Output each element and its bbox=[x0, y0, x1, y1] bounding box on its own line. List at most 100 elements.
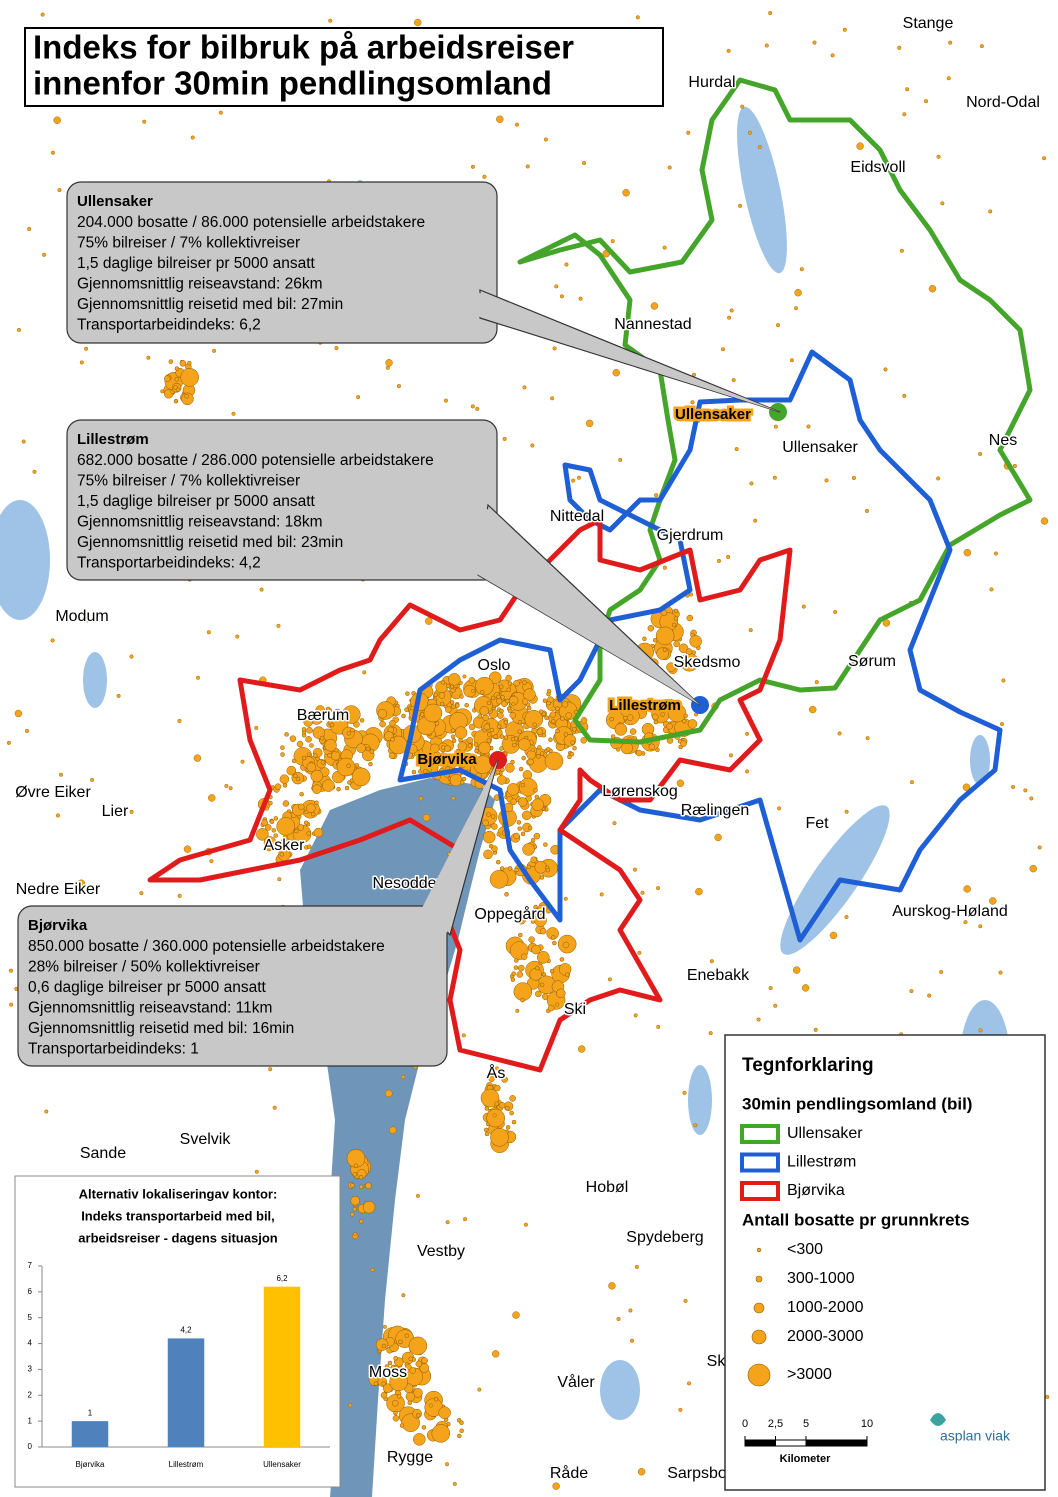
settlement-dot bbox=[536, 754, 541, 759]
settlement-dot bbox=[512, 1311, 520, 1319]
settlement-dot bbox=[470, 404, 475, 409]
settlement-dot bbox=[401, 1074, 406, 1079]
settlement-dot bbox=[534, 914, 547, 927]
settlement-dot bbox=[731, 409, 739, 417]
place-name: Eidsvoll bbox=[850, 159, 905, 176]
settlement-dot bbox=[662, 245, 667, 250]
legend-label: >3000 bbox=[787, 1366, 832, 1383]
title-frame bbox=[24, 27, 664, 107]
settlement-dot bbox=[721, 347, 726, 352]
locations: Ullensaker Lillestrøm Bjørvika bbox=[415, 403, 787, 770]
settlement-dot bbox=[528, 936, 535, 943]
settlement-dot bbox=[467, 743, 473, 748]
place-name: Nittedal bbox=[550, 508, 604, 525]
settlement-dot bbox=[313, 753, 318, 758]
settlement-dot bbox=[1029, 864, 1037, 873]
settlement-dot bbox=[612, 369, 620, 377]
settlement-dot bbox=[688, 592, 693, 597]
legend-size-symbol bbox=[753, 1302, 765, 1314]
settlement-dot bbox=[753, 518, 758, 523]
settlement-dot bbox=[1001, 678, 1006, 683]
settlement-dot bbox=[745, 731, 750, 736]
settlement-dot bbox=[434, 721, 440, 726]
legend-heading: 30min pendlingsomland (bil) bbox=[742, 1094, 972, 1113]
settlement-dot bbox=[709, 959, 714, 964]
settlement-dot bbox=[585, 419, 594, 428]
settlement-dot bbox=[79, 360, 84, 365]
place-name: Enebakk bbox=[687, 967, 750, 984]
settlement-dot bbox=[490, 1128, 509, 1147]
settlement-dot bbox=[499, 708, 504, 714]
settlement-dot bbox=[298, 844, 304, 849]
value-label: 1 bbox=[88, 1408, 93, 1417]
place-name: Stange bbox=[903, 15, 954, 32]
settlement-dot bbox=[450, 734, 456, 739]
settlement-dot bbox=[414, 18, 422, 27]
settlement-dot bbox=[572, 727, 577, 732]
settlement-dot bbox=[183, 845, 192, 853]
settlement-dot bbox=[461, 1033, 466, 1038]
settlement-dot bbox=[537, 951, 550, 964]
settlement-dot bbox=[527, 825, 533, 831]
settlement-dot bbox=[530, 443, 535, 448]
settlement-dot bbox=[680, 740, 687, 747]
place-name: Sørum bbox=[848, 653, 896, 670]
settlement-dot bbox=[549, 711, 557, 718]
settlement-dot bbox=[495, 769, 501, 775]
settlement-dot bbox=[488, 1075, 495, 1082]
settlement-dot bbox=[421, 1425, 427, 1430]
settlement-dot bbox=[358, 1219, 364, 1224]
settlement-dot bbox=[629, 728, 637, 735]
settlement-dot bbox=[439, 701, 445, 707]
settlement-dot bbox=[498, 1102, 506, 1109]
settlement-dot bbox=[431, 1424, 451, 1443]
settlement-dot bbox=[927, 993, 932, 998]
settlement-dot bbox=[418, 796, 423, 801]
settlement-dot bbox=[374, 1372, 379, 1377]
settlement-dot bbox=[555, 706, 560, 711]
settlement-dot bbox=[273, 833, 278, 838]
settlement-dot bbox=[939, 969, 944, 974]
settlement-dot bbox=[612, 821, 617, 826]
settlement-dot bbox=[477, 714, 483, 719]
settlement-dot bbox=[520, 831, 526, 837]
settlement-dot bbox=[813, 1027, 818, 1032]
settlement-dot bbox=[488, 671, 502, 684]
y-tick-label: 2 bbox=[28, 1390, 33, 1399]
settlement-dot bbox=[309, 743, 314, 748]
settlement-dot bbox=[174, 377, 180, 382]
settlement-dot bbox=[306, 726, 313, 734]
settlement-dot bbox=[53, 116, 61, 124]
settlement-dot bbox=[654, 493, 659, 498]
place-name: Aurskog-Høland bbox=[892, 903, 1008, 920]
settlement-dot bbox=[293, 773, 298, 779]
settlement-dot bbox=[616, 747, 621, 752]
settlement-dot bbox=[558, 963, 572, 976]
settlement-dot bbox=[385, 359, 393, 367]
settlement-dot bbox=[511, 702, 516, 707]
settlement-dot bbox=[84, 618, 89, 623]
settlement-dot bbox=[426, 753, 433, 760]
settlement-dot bbox=[173, 398, 179, 404]
settlement-dot bbox=[509, 1095, 516, 1102]
place-name: Sarpsbo bbox=[667, 1465, 727, 1482]
settlement-dot bbox=[394, 1365, 399, 1370]
settlement-dot bbox=[516, 971, 524, 978]
settlement-dot bbox=[503, 720, 509, 725]
settlement-dot bbox=[486, 738, 492, 743]
settlement-dot bbox=[523, 688, 536, 701]
settlement-dot bbox=[640, 890, 645, 895]
settlement-dot bbox=[175, 387, 181, 393]
info-box-line: Gjennomsnittlig reisetid med bil: 16min bbox=[28, 1020, 294, 1037]
settlement-dot bbox=[212, 348, 217, 353]
settlement-dot bbox=[667, 165, 672, 170]
settlement-dot bbox=[662, 565, 667, 570]
settlement-dot bbox=[443, 398, 448, 403]
settlement-dot bbox=[451, 796, 456, 801]
settlement-dot bbox=[963, 548, 972, 557]
settlement-dot bbox=[731, 378, 736, 383]
settlement-dot bbox=[16, 327, 21, 332]
info-box-line: 682.000 bosatte / 286.000 potensielle ar… bbox=[77, 452, 434, 469]
settlement-dot bbox=[491, 823, 498, 830]
settlement-dot bbox=[998, 970, 1003, 975]
